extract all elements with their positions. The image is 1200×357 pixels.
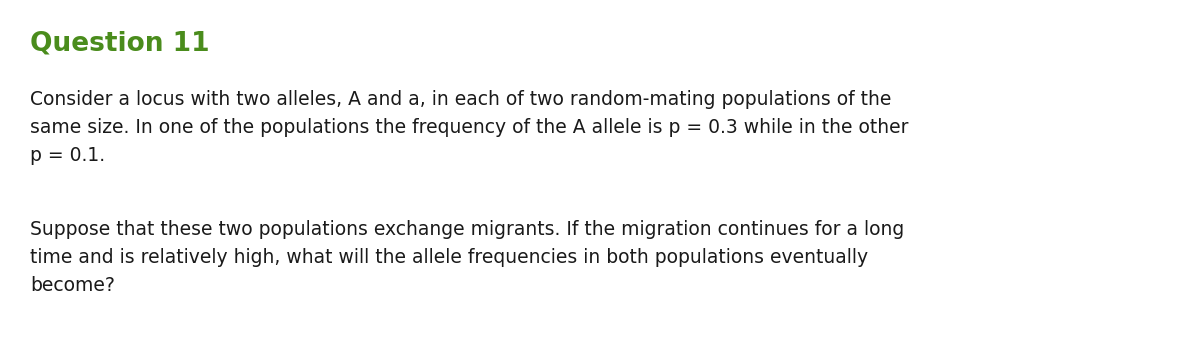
Text: same size. In one of the populations the frequency of the A allele is p = 0.3 wh: same size. In one of the populations the… <box>30 118 908 137</box>
Text: Question 11: Question 11 <box>30 30 210 56</box>
Text: Suppose that these two populations exchange migrants. If the migration continues: Suppose that these two populations excha… <box>30 220 905 239</box>
Text: time and is relatively high, what will the allele frequencies in both population: time and is relatively high, what will t… <box>30 248 868 267</box>
Text: p = 0.1.: p = 0.1. <box>30 146 106 165</box>
Text: become?: become? <box>30 276 115 295</box>
Text: Consider a locus with two alleles, A and a, in each of two random-mating populat: Consider a locus with two alleles, A and… <box>30 90 892 109</box>
